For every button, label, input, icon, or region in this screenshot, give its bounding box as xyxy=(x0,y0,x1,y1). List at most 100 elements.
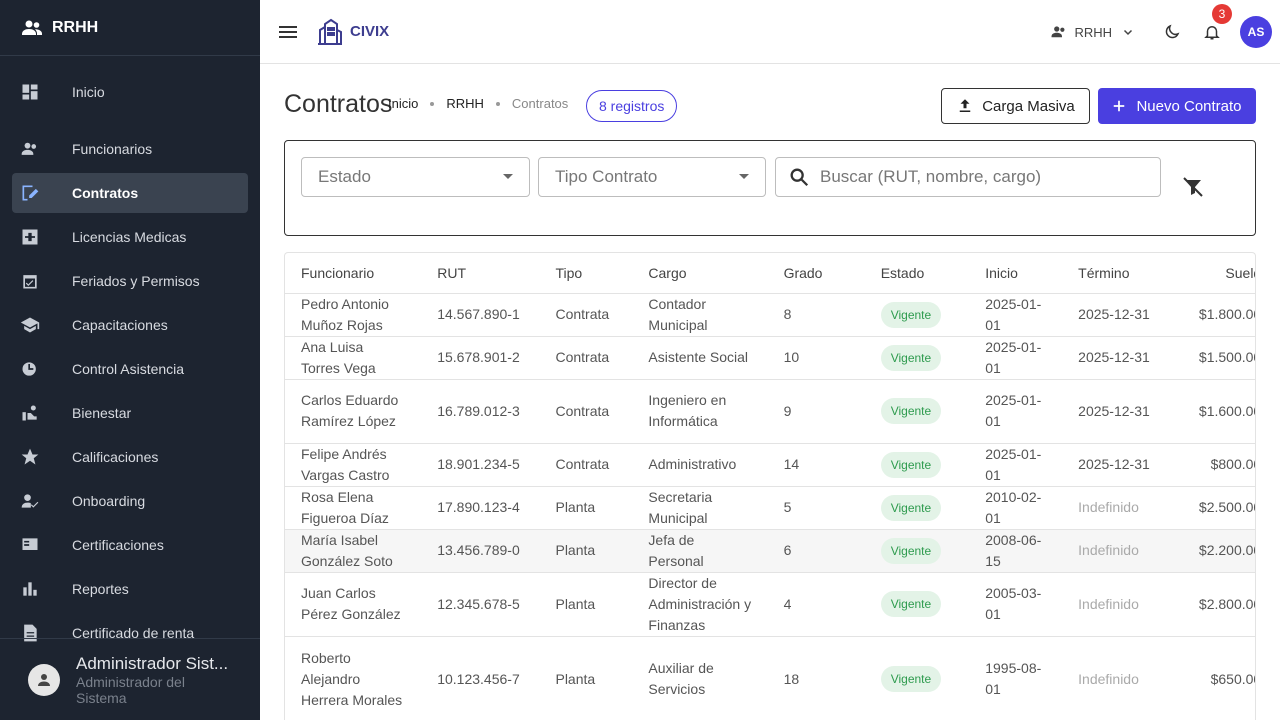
sidebar-item-feriados-y-permisos[interactable]: Feriados y Permisos xyxy=(12,261,248,301)
sidebar-item-bienestar[interactable]: Bienestar xyxy=(12,393,248,433)
status-badge: Vigente xyxy=(880,537,942,564)
sidebar-item-label: Certificaciones xyxy=(72,537,164,553)
cell-grado: 18 xyxy=(767,636,865,720)
col-sueldo[interactable]: Sueldo xyxy=(1170,253,1255,294)
sidebar-item-label: Calificaciones xyxy=(72,449,159,465)
calendar-check-icon xyxy=(20,271,40,291)
sidebar-item-capacitaciones[interactable]: Capacitaciones xyxy=(12,305,248,345)
sidebar-item-onboarding[interactable]: Onboarding xyxy=(12,481,248,521)
sidebar-item-label: Bienestar xyxy=(72,405,132,421)
cell-sueldo: $2.800.000 xyxy=(1170,572,1255,637)
cell-rut: 17.890.123-4 xyxy=(421,486,540,530)
cell-rut: 18.901.234-5 xyxy=(421,443,540,487)
search-field[interactable] xyxy=(775,157,1161,197)
col-funcionario[interactable]: Funcionario xyxy=(285,253,422,294)
sidebar-item-funcionarios[interactable]: Funcionarios xyxy=(12,129,248,169)
cell-cargo: Asistente Social xyxy=(632,336,768,380)
tipo-contrato-select[interactable]: Tipo Contrato xyxy=(538,157,766,197)
module-selector[interactable]: RRHH xyxy=(1050,23,1140,41)
col-inicio[interactable]: Inicio xyxy=(969,253,1063,294)
sidebar-item-certificaciones[interactable]: Certificaciones xyxy=(12,525,248,565)
people-icon xyxy=(1051,26,1065,38)
status-badge: Vigente xyxy=(880,494,942,521)
col-tipo[interactable]: Tipo xyxy=(539,253,633,294)
cell-inicio: 2025-01-01 xyxy=(969,293,1063,337)
sidebar-item-control-asistencia[interactable]: Control Asistencia xyxy=(12,349,248,389)
table-row[interactable]: Juan Carlos Pérez González 12.345.678-5 Pl… xyxy=(285,572,1255,637)
cell-sueldo: $1.500.000 xyxy=(1170,336,1255,380)
table-row[interactable]: Roberto Alejandro Herrera Morales 10.123.… xyxy=(285,636,1255,720)
star-icon xyxy=(20,447,40,467)
new-contract-button[interactable]: Nuevo Contrato xyxy=(1098,88,1256,124)
cell-tipo: Planta xyxy=(539,636,633,720)
cell-sueldo: $1.600.000 xyxy=(1170,379,1255,444)
sidebar-item-label: Licencias Medicas xyxy=(72,229,187,245)
cell-cargo: Auxiliar de Servicios xyxy=(632,636,768,720)
cell-sueldo: $800.000 xyxy=(1170,443,1255,487)
table-row[interactable]: Rosa Elena Figueroa Díaz 17.890.123-4 Plan… xyxy=(285,486,1255,530)
sidebar-item-calificaciones[interactable]: Calificaciones xyxy=(12,437,248,477)
cell-cargo: Secretaria Municipal xyxy=(632,486,768,530)
cell-tipo: Planta xyxy=(539,529,633,573)
cell-tipo: Contrata xyxy=(539,293,633,337)
records-count-chip: 8 registros xyxy=(586,90,678,122)
col-rut[interactable]: RUT xyxy=(421,253,540,294)
cell-grado: 10 xyxy=(767,336,865,380)
cell-estado: Vigente xyxy=(864,379,970,444)
cell-inicio: 2025-01-01 xyxy=(969,336,1063,380)
cell-termino: Indefinido xyxy=(1062,572,1171,637)
col-cargo[interactable]: Cargo xyxy=(632,253,768,294)
user-role: Administrador del Sistema xyxy=(76,673,185,706)
cell-grado: 14 xyxy=(767,443,865,487)
sidebar-user[interactable]: Administrador Sist... Administrador del … xyxy=(0,638,260,720)
sidebar-item-contratos[interactable]: Contratos xyxy=(12,173,248,213)
cell-termino: 2025-12-31 xyxy=(1062,443,1171,487)
dropdown-arrow-icon xyxy=(739,174,749,179)
col-grado[interactable]: Grado xyxy=(767,253,865,294)
sidebar-nav: Inicio Funcionarios Contratos Licencias Med… xyxy=(0,56,260,653)
sidebar-item-certificado-de-renta[interactable]: Certificado de renta xyxy=(12,613,248,653)
table-row[interactable]: Pedro Antonio Muñoz Rojas 14.567.890-1 Con… xyxy=(285,293,1255,337)
sidebar-item-inicio[interactable]: Inicio xyxy=(12,72,248,112)
filters-panel: Estado Tipo Contrato xyxy=(284,140,1256,236)
table-row[interactable]: Felipe Andrés Vargas Castro 18.901.234-5 C… xyxy=(285,443,1255,487)
cell-sueldo: $1.800.000 xyxy=(1170,293,1255,337)
status-badge: Vigente xyxy=(880,301,942,328)
status-badge: Vigente xyxy=(880,591,942,617)
table-row[interactable]: Ana Luisa Torres Vega 15.678.901-2 Contrat… xyxy=(285,336,1255,380)
breadcrumb-inicio[interactable]: Inicio xyxy=(388,96,419,111)
new-contract-label: Nuevo Contrato xyxy=(1136,97,1242,115)
brand[interactable]: CIVIX xyxy=(316,18,389,46)
cell-tipo: Contrata xyxy=(539,443,633,487)
estado-select[interactable]: Estado xyxy=(301,157,530,197)
sidebar-item-label: Feriados y Permisos xyxy=(72,273,200,289)
breadcrumb-rrhh[interactable]: RRHH xyxy=(446,96,484,111)
search-input[interactable] xyxy=(820,167,1140,187)
user-avatar-icon xyxy=(28,663,60,696)
notifications-icon[interactable]: 3 xyxy=(1200,4,1232,44)
sidebar-item-licencias-medicas[interactable]: Licencias Medicas xyxy=(12,217,248,257)
user-avatar[interactable]: AS xyxy=(1240,16,1272,48)
dark-mode-icon[interactable] xyxy=(1160,20,1184,44)
table-row[interactable]: Carlos Eduardo Ramírez López 16.789.012-3… xyxy=(285,379,1255,444)
table-row[interactable]: María Isabel González Soto 13.456.789-0 Pl… xyxy=(285,529,1255,573)
upload-icon xyxy=(959,99,971,112)
clear-filters-icon[interactable] xyxy=(1181,175,1205,199)
cell-rut: 13.456.789-0 xyxy=(421,529,540,573)
cell-rut: 14.567.890-1 xyxy=(421,293,540,337)
cell-rut: 15.678.901-2 xyxy=(421,336,540,380)
sidebar-item-label: Capacitaciones xyxy=(72,317,168,333)
sidebar-item-reportes[interactable]: Reportes xyxy=(12,569,248,609)
cell-funcionario: Ana Luisa Torres Vega xyxy=(285,336,422,380)
contracts-table: Funcionario RUT Tipo Cargo Grado Estado … xyxy=(284,252,1256,720)
menu-icon[interactable] xyxy=(276,20,300,44)
cell-inicio: 2010-02-01 xyxy=(969,486,1063,530)
table-header-row: Funcionario RUT Tipo Cargo Grado Estado … xyxy=(285,253,1255,294)
col-termino[interactable]: Término xyxy=(1062,253,1171,294)
bar-chart-icon xyxy=(20,579,40,599)
cell-inicio: 2025-01-01 xyxy=(969,443,1063,487)
col-estado[interactable]: Estado xyxy=(864,253,970,294)
bulk-upload-button[interactable]: Carga Masiva xyxy=(941,88,1090,124)
topbar-actions: RRHH 3 AS xyxy=(1050,0,1280,64)
breadcrumb-contratos: Contratos xyxy=(511,96,569,111)
